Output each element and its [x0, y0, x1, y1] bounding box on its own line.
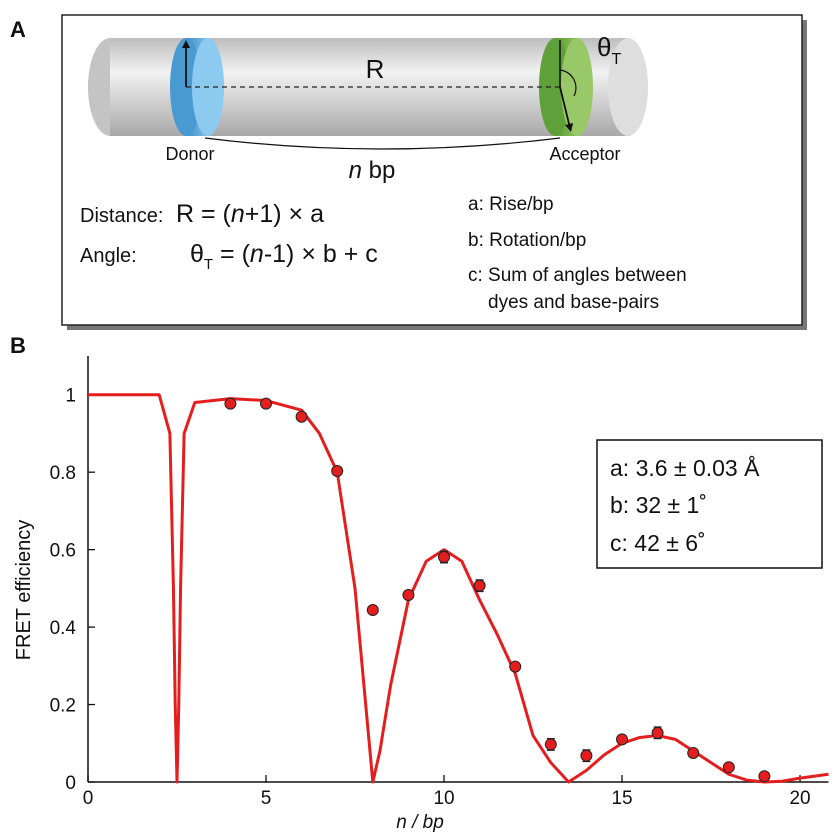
data-point — [438, 550, 451, 563]
formula-part: n — [231, 200, 245, 228]
data-point — [295, 410, 308, 423]
formula-part: θ — [190, 240, 204, 268]
data-point — [580, 749, 593, 762]
x-tick-label: 20 — [789, 788, 810, 809]
x-tick-label: 15 — [611, 788, 632, 809]
donor-label: Donor — [165, 144, 214, 164]
data-point — [224, 397, 237, 410]
bp: bp — [362, 157, 395, 184]
arrow-head — [182, 40, 190, 48]
distance-formula: R = (n+1) × a — [176, 200, 324, 228]
param-box — [596, 439, 823, 569]
y-tick-label: 0.4 — [50, 618, 77, 639]
data-point — [687, 746, 700, 759]
param-text: c: 42 ± 6˚ — [610, 530, 706, 556]
y-axis-label: FRET efficiency — [13, 520, 35, 660]
data-point — [331, 465, 344, 478]
formula-part: n — [250, 240, 264, 268]
data-point — [366, 604, 379, 617]
acceptor-face — [561, 38, 593, 136]
formula-part: T — [204, 256, 213, 273]
x-axis-label: n / bp — [396, 812, 444, 833]
key-item: dyes and base-pairs — [488, 292, 659, 313]
data-point — [260, 397, 273, 410]
y-tick-label: 0.2 — [50, 696, 76, 717]
formula-part: = ( — [213, 240, 250, 268]
data-point — [616, 733, 629, 746]
data-point — [402, 588, 415, 601]
acceptor-dipole — [559, 86, 571, 129]
acceptor-label: Acceptor — [549, 144, 620, 164]
x-tick-label: 0 — [83, 788, 94, 809]
panel-label: A — [10, 17, 26, 42]
x-tick-label: 5 — [261, 788, 272, 809]
formula-part: -1) × b + c — [264, 240, 378, 268]
data-point — [651, 726, 664, 739]
param-text: a: 3.6 ± 0.03 Å — [610, 454, 760, 481]
cylinder-cap — [608, 38, 648, 136]
data-point — [544, 738, 557, 751]
formula-part: +1) × a — [245, 200, 324, 228]
data-point — [473, 579, 486, 592]
y-tick-label: 0.8 — [50, 463, 76, 484]
data-point — [722, 761, 735, 774]
bp-arc — [204, 137, 561, 150]
arrow-head — [565, 123, 573, 132]
angle-formula: θT = (n-1) × b + c — [190, 240, 378, 273]
n: n — [349, 157, 362, 184]
bp-label: n bp — [349, 157, 396, 184]
y-tick-label: 0 — [65, 773, 76, 794]
distance-symbol: R — [366, 54, 385, 84]
angle-arc — [559, 69, 577, 97]
key-item: a: Rise/bp — [468, 194, 554, 215]
panel-label: B — [10, 333, 26, 358]
x-tick-label: 10 — [433, 788, 454, 809]
subscript: T — [611, 51, 621, 68]
distance-label: Distance: — [80, 205, 163, 227]
data-point — [758, 770, 771, 783]
y-tick-label: 1 — [65, 386, 76, 407]
param-text: b: 32 ± 1˚ — [610, 492, 707, 518]
angle-symbol: θT — [597, 32, 621, 68]
data-point — [509, 660, 522, 673]
formula-part: R = ( — [176, 200, 232, 228]
y-tick-label: 0.6 — [50, 541, 76, 562]
key-item: c: Sum of angles between — [468, 265, 687, 286]
key-item: b: Rotation/bp — [468, 230, 586, 251]
angle-label: Angle: — [80, 245, 137, 267]
theta: θ — [597, 32, 611, 62]
